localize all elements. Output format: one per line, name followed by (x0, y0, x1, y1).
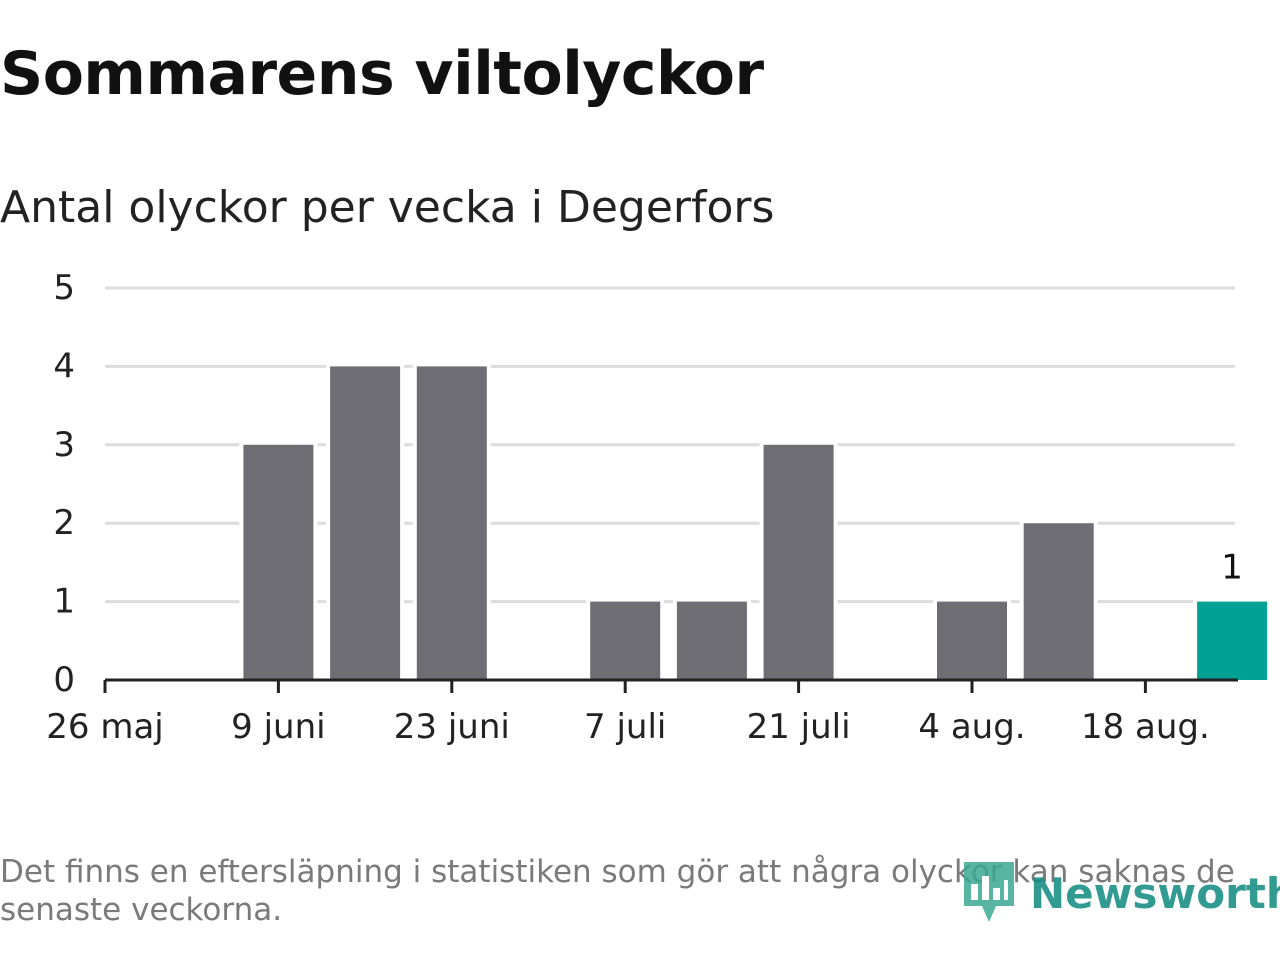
footnote: Det finns en eftersläpning i statistiken… (0, 854, 1235, 928)
x-tick-label: 26 maj (46, 707, 163, 747)
bar (243, 444, 314, 680)
bar-chart: 0 1 2 3 4 5 1 26 maj 9 juni 23 juni 7 juli 21 juli 4… (46, 268, 1272, 747)
x-axis (103, 678, 1238, 693)
y-tick-label: 0 (53, 660, 75, 700)
tick-labels: 0 1 2 3 4 5 1 26 maj 9 juni 23 juni 7 juli 21 juli 4… (46, 268, 1243, 747)
bars (239, 364, 1272, 680)
chart-title: Sommarens viltolyckor (0, 39, 764, 109)
bar (763, 444, 834, 680)
bar (937, 601, 1007, 680)
newsworthy-logo: Newsworthy (962, 860, 1280, 926)
bar (1023, 523, 1094, 680)
y-tick-label: 4 (53, 346, 75, 386)
x-tick-label: 4 aug. (918, 707, 1025, 747)
y-tick-label: 2 (53, 503, 75, 543)
data-label: 1 (1221, 548, 1243, 588)
bar (590, 601, 661, 680)
x-tick-label: 9 juni (231, 707, 325, 747)
chart-subtitle: Antal olyckor per vecka i Degerfors (0, 182, 775, 233)
y-tick-label: 5 (53, 268, 75, 308)
x-tick-label: 7 juli (584, 707, 666, 747)
bar (416, 366, 487, 680)
bar-chart-icon (964, 862, 1014, 922)
y-tick-label: 3 (53, 425, 75, 465)
bar (330, 366, 401, 680)
x-tick-label: 21 juli (747, 707, 851, 747)
x-tick-label: 18 aug. (1081, 707, 1210, 747)
bar-highlight (1197, 601, 1268, 680)
logo-text: Newsworthy (1030, 868, 1280, 918)
x-tick-label: 23 juni (394, 707, 510, 747)
bar (676, 601, 747, 680)
y-tick-label: 1 (53, 582, 75, 622)
